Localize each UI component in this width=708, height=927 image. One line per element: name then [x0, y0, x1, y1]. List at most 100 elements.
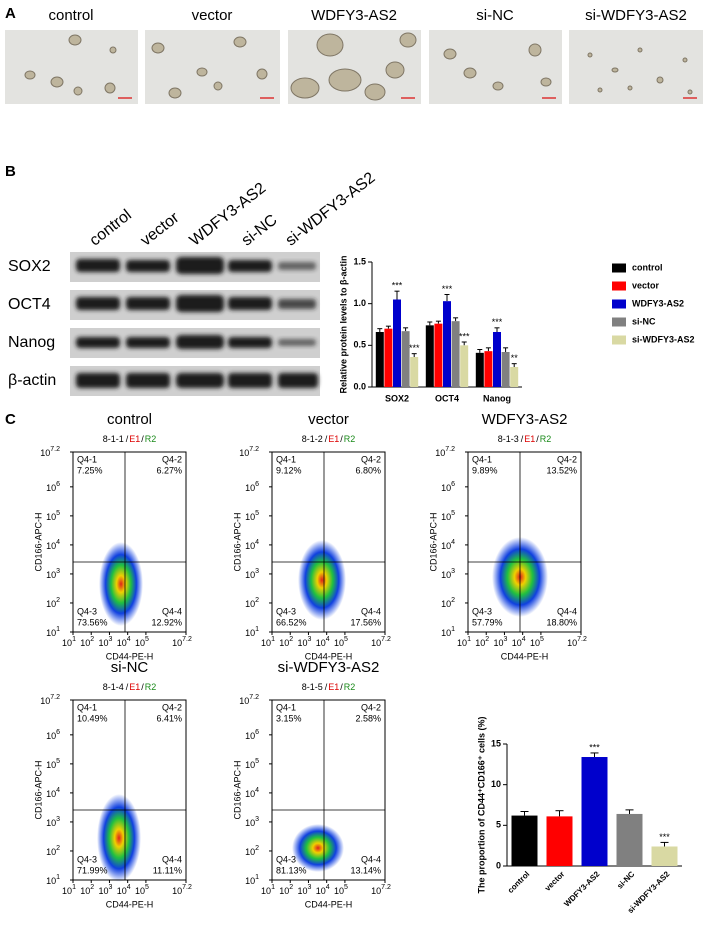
lane-label: vector	[138, 209, 183, 250]
x-tick-label: 104	[316, 636, 330, 649]
gate-part: E1	[328, 434, 339, 444]
x-tick-label: 102	[279, 884, 293, 897]
x-tick-label: si-NC	[615, 869, 636, 890]
gate-sample: 8-1-4	[103, 682, 124, 692]
y-tick-label: 1.0	[353, 298, 366, 308]
tick-base: 10	[371, 638, 381, 648]
quadrant-percent: 6.80%	[355, 465, 381, 475]
tick-base: 10	[62, 886, 72, 896]
tick-exponent: 3	[255, 568, 259, 575]
y-tick-label: 102	[441, 597, 455, 610]
y-axis-label: CD166-APC-H	[33, 760, 43, 819]
quadrant-name: Q4-3	[472, 606, 492, 616]
tick-base: 10	[40, 696, 50, 706]
bar	[393, 299, 401, 387]
x-tick-label: 103	[98, 636, 112, 649]
tick-exponent: 4	[56, 787, 60, 794]
micrograph-label: control	[48, 7, 93, 24]
bar	[460, 345, 469, 387]
tick-exponent: 2	[56, 597, 60, 604]
bar	[425, 325, 434, 387]
tick-base: 10	[371, 886, 381, 896]
quadrant-name: Q4-1	[77, 702, 97, 712]
gate-separator: /	[141, 434, 144, 444]
quadrant-percent: 3.15%	[276, 713, 302, 723]
bar	[511, 815, 538, 866]
y-tick-label: 106	[46, 729, 60, 742]
tick-base: 10	[530, 638, 540, 648]
quadrant-percent: 2.58%	[355, 713, 381, 723]
tick-base: 10	[245, 818, 255, 828]
tick-base: 10	[245, 876, 255, 886]
tick-exponent: 3	[255, 816, 259, 823]
tick-exponent: 4	[255, 787, 259, 794]
tick-base: 10	[46, 818, 56, 828]
quadrant-name: Q4-3	[77, 854, 97, 864]
x-tick-label: 103	[493, 636, 507, 649]
gate-separator: /	[126, 434, 129, 444]
x-tick-label: 101	[457, 636, 471, 649]
legend-label: control	[632, 262, 663, 272]
gate-separator: /	[325, 682, 328, 692]
y-tick-label: 107.2	[40, 446, 60, 459]
y-tick-label: 101	[46, 626, 60, 639]
y-tick-label: 103	[245, 568, 259, 581]
quadrant-name: Q4-4	[557, 606, 577, 616]
gate-separator: /	[325, 434, 328, 444]
tick-base: 10	[40, 448, 50, 458]
tick-exponent: 3	[56, 568, 60, 575]
y-axis-label: The proportion of CD44⁺CD166⁺ cells (%)	[476, 716, 486, 893]
tick-exponent: 1	[255, 626, 259, 633]
bar	[375, 332, 384, 387]
gate-part: R2	[145, 682, 157, 692]
y-axis-label: CD166-APC-H	[428, 512, 438, 571]
y-tick-label: 10	[491, 779, 501, 789]
y-tick-label: 102	[245, 845, 259, 858]
tick-base: 10	[245, 731, 255, 741]
tick-exponent: 5	[56, 758, 60, 765]
quadrant-percent: 18.80%	[546, 617, 577, 627]
plot-title: control	[107, 411, 152, 428]
bar	[616, 813, 643, 866]
y-tick-label: 102	[46, 597, 60, 610]
y-tick-label: 5	[496, 820, 501, 830]
tick-exponent: 2	[485, 636, 489, 643]
x-tick-label: 107.2	[371, 636, 391, 649]
significance-label: ***	[492, 317, 503, 327]
y-tick-label: 107.2	[239, 694, 259, 707]
y-tick-label: 103	[46, 816, 60, 829]
tick-exponent: 7.2	[381, 636, 391, 643]
micrograph	[145, 30, 280, 104]
tick-base: 10	[441, 541, 451, 551]
y-axis-label: CD166-APC-H	[232, 512, 242, 571]
tick-base: 10	[46, 876, 56, 886]
gate-part: R2	[344, 682, 356, 692]
tick-base: 10	[297, 638, 307, 648]
panel-label: B	[5, 163, 16, 180]
quadrant-percent: 17.56%	[350, 617, 381, 627]
gate-separator: /	[536, 434, 539, 444]
tick-base: 10	[46, 628, 56, 638]
x-tick-label: 107.2	[371, 884, 391, 897]
quadrant-name: Q4-3	[77, 606, 97, 616]
panel-label: A	[5, 5, 16, 22]
tick-exponent: 5	[145, 884, 149, 891]
significance-label: **	[511, 353, 519, 363]
x-tick-label: 101	[261, 636, 275, 649]
y-tick-label: 102	[46, 845, 60, 858]
tick-base: 10	[239, 448, 249, 458]
bar	[384, 328, 393, 387]
micrograph-label: si-NC	[476, 7, 514, 24]
y-tick-label: 0	[496, 860, 501, 870]
y-tick-label: 15	[491, 738, 501, 748]
flow-plot: si-WDFY3-AS28-1-5/E1/R210110210310410510…	[232, 659, 391, 909]
plot-title: vector	[308, 411, 349, 428]
x-tick-label: 101	[62, 884, 76, 897]
lane-label: si-NC	[239, 211, 281, 249]
bar	[443, 301, 451, 387]
y-tick-label: 104	[245, 787, 259, 800]
quadrant-percent: 6.27%	[156, 465, 182, 475]
tick-base: 10	[457, 638, 467, 648]
bar	[434, 323, 443, 387]
